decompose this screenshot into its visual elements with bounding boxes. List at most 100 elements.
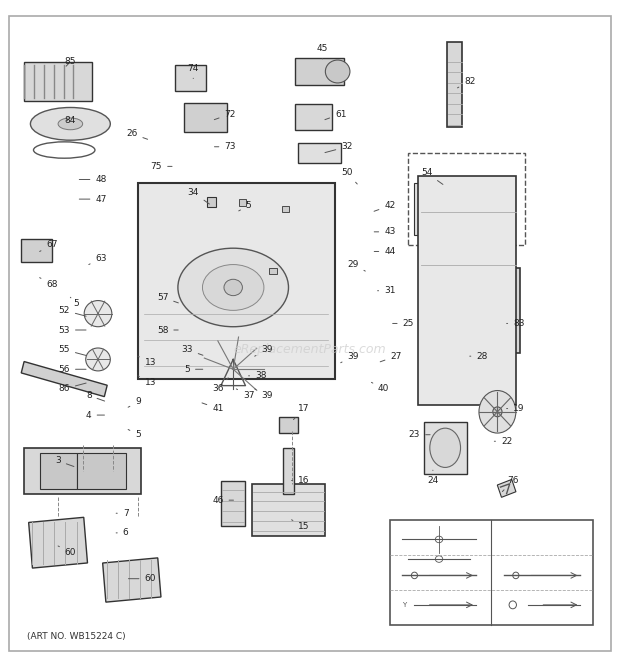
Text: 40: 40 bbox=[371, 382, 389, 393]
Text: 24: 24 bbox=[427, 470, 438, 485]
Bar bbox=[390, 520, 593, 624]
Text: 83: 83 bbox=[507, 319, 525, 328]
Bar bbox=[270, 268, 277, 275]
Text: 44: 44 bbox=[374, 247, 396, 256]
Text: 86: 86 bbox=[58, 383, 86, 393]
Bar bbox=[103, 558, 161, 602]
Text: 54: 54 bbox=[421, 168, 443, 184]
Ellipse shape bbox=[430, 428, 461, 467]
Bar bbox=[207, 197, 216, 207]
Ellipse shape bbox=[84, 300, 112, 327]
Text: 4: 4 bbox=[86, 411, 104, 420]
Text: 76: 76 bbox=[502, 476, 518, 492]
Ellipse shape bbox=[493, 407, 502, 416]
Text: 5: 5 bbox=[239, 201, 252, 211]
Text: 72: 72 bbox=[215, 110, 236, 119]
Bar bbox=[417, 176, 516, 405]
Text: 36: 36 bbox=[212, 378, 228, 393]
Text: 33: 33 bbox=[182, 345, 203, 355]
Bar bbox=[294, 104, 332, 131]
Text: 60: 60 bbox=[128, 574, 156, 583]
Text: 9: 9 bbox=[128, 397, 141, 407]
Bar bbox=[279, 416, 298, 433]
Text: 67: 67 bbox=[40, 240, 58, 251]
Text: (ART NO. WB15224 C): (ART NO. WB15224 C) bbox=[27, 632, 126, 641]
Text: 7: 7 bbox=[116, 509, 128, 517]
Bar bbox=[414, 183, 494, 235]
Bar bbox=[21, 239, 52, 261]
Text: 68: 68 bbox=[40, 278, 58, 288]
Text: 32: 32 bbox=[325, 143, 353, 152]
Bar bbox=[298, 143, 341, 163]
Bar bbox=[505, 268, 520, 353]
Text: 16: 16 bbox=[291, 476, 309, 485]
Text: 41: 41 bbox=[202, 403, 224, 413]
Text: 84: 84 bbox=[64, 116, 76, 125]
Text: 6: 6 bbox=[116, 529, 128, 537]
Bar bbox=[40, 453, 76, 488]
Ellipse shape bbox=[224, 279, 242, 296]
Bar bbox=[447, 42, 462, 127]
Text: 37: 37 bbox=[236, 389, 254, 400]
Ellipse shape bbox=[178, 248, 288, 327]
Text: 39: 39 bbox=[255, 345, 273, 356]
Text: 53: 53 bbox=[58, 325, 86, 335]
Bar bbox=[423, 422, 467, 474]
Text: 27: 27 bbox=[380, 352, 402, 362]
Text: 39: 39 bbox=[255, 389, 273, 400]
Text: 31: 31 bbox=[378, 286, 396, 295]
Text: 74: 74 bbox=[188, 64, 199, 79]
Text: 34: 34 bbox=[188, 188, 210, 204]
Text: 15: 15 bbox=[291, 520, 309, 531]
Bar bbox=[221, 480, 246, 526]
Bar bbox=[24, 447, 141, 494]
Ellipse shape bbox=[203, 265, 264, 310]
Text: 73: 73 bbox=[215, 143, 236, 151]
Bar bbox=[24, 61, 92, 101]
Text: 23: 23 bbox=[409, 430, 430, 439]
Bar bbox=[138, 183, 335, 379]
Bar bbox=[497, 479, 516, 498]
Text: 57: 57 bbox=[157, 293, 179, 303]
Text: 25: 25 bbox=[392, 319, 414, 328]
Text: 47: 47 bbox=[79, 195, 107, 204]
Text: 19: 19 bbox=[507, 404, 525, 413]
Text: 22: 22 bbox=[494, 437, 512, 446]
Text: 13: 13 bbox=[138, 356, 156, 367]
Text: 8: 8 bbox=[86, 391, 105, 401]
Text: 28: 28 bbox=[470, 352, 488, 360]
Text: 13: 13 bbox=[138, 376, 156, 387]
Text: 3: 3 bbox=[55, 456, 74, 467]
Text: 5: 5 bbox=[70, 297, 79, 308]
Text: 58: 58 bbox=[157, 325, 178, 335]
Text: 63: 63 bbox=[89, 253, 107, 265]
Text: 29: 29 bbox=[347, 260, 365, 271]
Bar bbox=[76, 453, 126, 488]
Text: Y: Y bbox=[402, 602, 407, 608]
Text: 42: 42 bbox=[374, 201, 396, 211]
Text: 75: 75 bbox=[151, 162, 172, 171]
Text: 56: 56 bbox=[58, 365, 86, 374]
Bar bbox=[281, 206, 289, 213]
Text: 39: 39 bbox=[341, 352, 359, 363]
Text: 48: 48 bbox=[79, 175, 107, 184]
Text: 5: 5 bbox=[128, 430, 141, 439]
Ellipse shape bbox=[86, 348, 110, 371]
Bar bbox=[29, 517, 87, 568]
Ellipse shape bbox=[479, 391, 516, 433]
Ellipse shape bbox=[30, 108, 110, 140]
Text: 38: 38 bbox=[249, 372, 267, 380]
Bar bbox=[294, 58, 344, 84]
Text: 50: 50 bbox=[341, 168, 357, 184]
Text: 60: 60 bbox=[58, 546, 76, 557]
Text: 55: 55 bbox=[58, 345, 86, 356]
Text: eReplacementParts.com: eReplacementParts.com bbox=[234, 343, 386, 356]
Bar bbox=[184, 102, 227, 132]
Text: 26: 26 bbox=[126, 129, 148, 139]
Bar bbox=[409, 153, 525, 245]
Text: 17: 17 bbox=[293, 404, 309, 420]
Text: 45: 45 bbox=[317, 44, 328, 59]
Text: 5: 5 bbox=[184, 365, 203, 374]
Text: 46: 46 bbox=[212, 496, 234, 505]
Bar bbox=[252, 484, 326, 536]
